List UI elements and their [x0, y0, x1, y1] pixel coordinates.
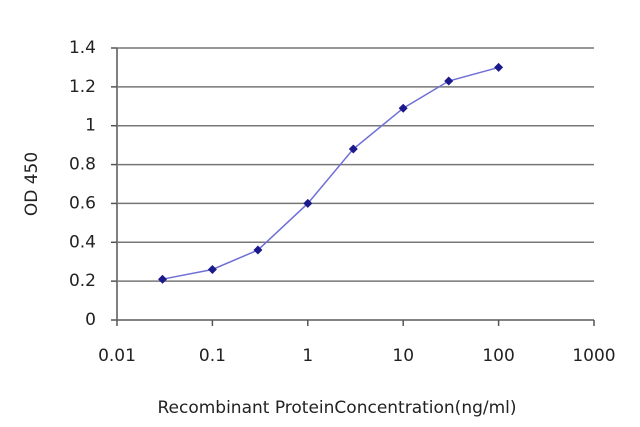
series-line — [162, 66, 499, 280]
data-point — [444, 76, 454, 86]
data-point — [494, 62, 504, 72]
x-tick-label: 10 — [392, 346, 414, 366]
x-tick-label: 0.1 — [199, 346, 226, 366]
x-tick-label: 100 — [482, 346, 514, 366]
y-tick-label: 0.6 — [69, 193, 96, 213]
y-tick-label: 0.4 — [69, 232, 96, 252]
y-tick-label: 0.8 — [69, 155, 96, 175]
data-point — [348, 144, 358, 154]
y-axis-label: OD 450 — [22, 152, 42, 216]
data-point — [303, 198, 313, 208]
x-axis-label: Recombinant ProteinConcentration(ng/ml) — [157, 398, 516, 418]
x-tick-label: 1 — [302, 346, 313, 366]
y-tick-label: 0.2 — [69, 271, 96, 291]
data-point — [158, 274, 168, 284]
x-tick-label: 1000 — [572, 346, 615, 366]
data-point — [207, 264, 217, 274]
y-tick-label: 0 — [85, 310, 96, 330]
x-tick-label: 0.01 — [98, 346, 136, 366]
data-point — [398, 103, 408, 113]
y-tick-label: 1.4 — [69, 38, 96, 58]
data-point — [253, 245, 263, 255]
y-tick-label: 1 — [85, 116, 96, 136]
y-tick-label: 1.2 — [69, 77, 96, 97]
